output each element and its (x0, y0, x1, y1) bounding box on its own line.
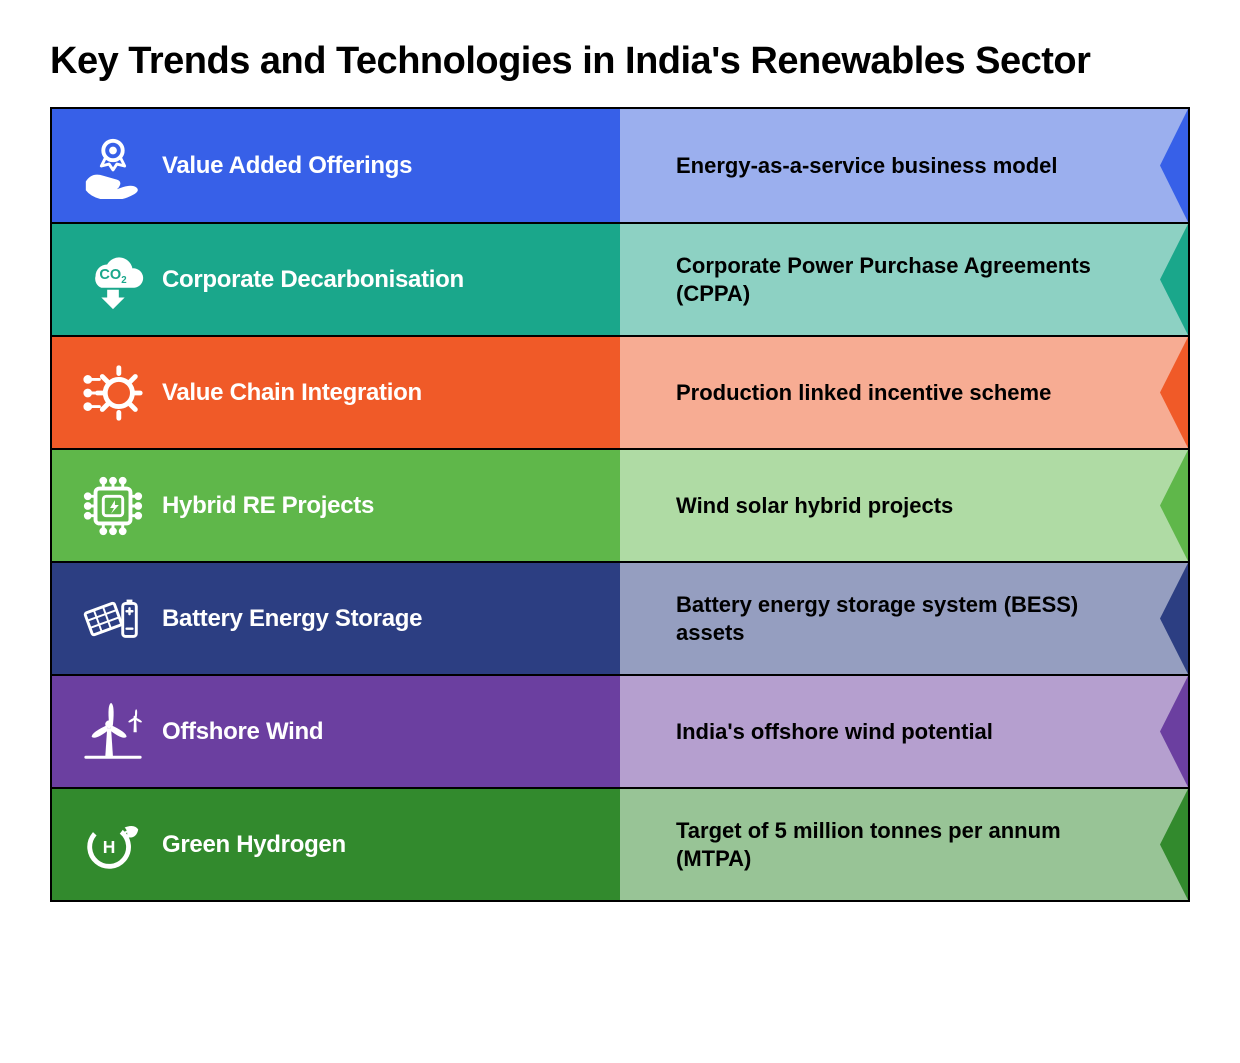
desc-label: Wind solar hybrid projects (676, 492, 953, 520)
page-title: Key Trends and Technologies in India's R… (50, 40, 1190, 83)
trend-row: Corporate Decarbonisation Corporate Power… (52, 222, 1188, 335)
trend-row: Value Added Offerings Energy-as-a-service… (52, 109, 1188, 222)
trend-row: Offshore Wind India's offshore wind poten… (52, 674, 1188, 787)
desc-cell: India's offshore wind potential (620, 676, 1188, 787)
trend-cell: Corporate Decarbonisation (52, 224, 620, 335)
wind-turbine-icon (70, 699, 156, 765)
trend-cell: Value Chain Integration (52, 337, 620, 448)
trend-row: Green Hydrogen Target of 5 million tonnes… (52, 787, 1188, 900)
desc-cell: Energy-as-a-service business model (620, 109, 1188, 222)
trend-row: Value Chain Integration Production linked… (52, 335, 1188, 448)
right-notch (1160, 337, 1188, 448)
gear-chip-icon (70, 360, 156, 426)
trend-row: Hybrid RE Projects Wind solar hybrid proj… (52, 448, 1188, 561)
desc-cell: Battery energy storage system (BESS) ass… (620, 563, 1188, 674)
solar-battery-icon (70, 586, 156, 652)
trend-label: Hybrid RE Projects (156, 492, 374, 520)
trend-cell: Green Hydrogen (52, 789, 620, 900)
trend-row: Battery Energy Storage Battery energy sto… (52, 561, 1188, 674)
desc-cell: Corporate Power Purchase Agreements (CPP… (620, 224, 1188, 335)
desc-cell: Production linked incentive scheme (620, 337, 1188, 448)
trend-label: Offshore Wind (156, 718, 323, 746)
desc-label: Production linked incentive scheme (676, 379, 1051, 407)
trend-label: Value Chain Integration (156, 379, 422, 407)
trend-cell: Battery Energy Storage (52, 563, 620, 674)
h-leaf-icon (70, 812, 156, 878)
trend-cell: Hybrid RE Projects (52, 450, 620, 561)
trends-chart: Value Added Offerings Energy-as-a-service… (50, 107, 1190, 902)
cpu-bolt-icon (70, 473, 156, 539)
right-notch (1160, 224, 1188, 335)
right-notch (1160, 789, 1188, 900)
award-hand-icon (70, 133, 156, 199)
desc-label: India's offshore wind potential (676, 718, 993, 746)
desc-label: Energy-as-a-service business model (676, 152, 1058, 180)
right-notch (1160, 676, 1188, 787)
right-notch (1160, 109, 1188, 222)
trend-label: Corporate Decarbonisation (156, 266, 464, 294)
desc-label: Target of 5 million tonnes per annum (MT… (676, 817, 1136, 872)
trend-cell: Value Added Offerings (52, 109, 620, 222)
trend-label: Battery Energy Storage (156, 605, 422, 633)
right-notch (1160, 563, 1188, 674)
trend-label: Value Added Offerings (156, 152, 412, 180)
desc-cell: Wind solar hybrid projects (620, 450, 1188, 561)
co2-cloud-icon (70, 247, 156, 313)
right-notch (1160, 450, 1188, 561)
desc-label: Battery energy storage system (BESS) ass… (676, 591, 1136, 646)
desc-label: Corporate Power Purchase Agreements (CPP… (676, 252, 1136, 307)
desc-cell: Target of 5 million tonnes per annum (MT… (620, 789, 1188, 900)
trend-label: Green Hydrogen (156, 831, 346, 859)
trend-cell: Offshore Wind (52, 676, 620, 787)
